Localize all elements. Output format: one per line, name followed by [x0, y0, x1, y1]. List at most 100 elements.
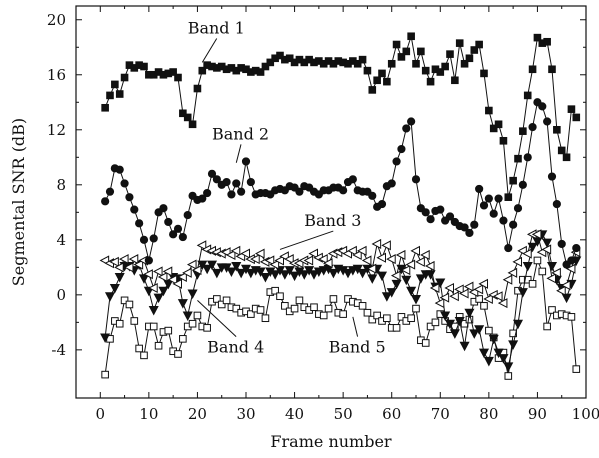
data-point: [269, 259, 280, 270]
data-point: [483, 293, 493, 304]
data-point: [196, 240, 207, 251]
data-point: [109, 283, 120, 294]
data-point: [152, 266, 163, 277]
data-point: [480, 69, 488, 78]
data-point: [417, 47, 425, 56]
data-point: [426, 215, 435, 224]
data-point: [387, 59, 396, 68]
series-line: [104, 101, 577, 266]
data-point: [358, 302, 367, 310]
data-point: [120, 73, 129, 82]
plot-frame: [75, 5, 587, 399]
axes: 0 10 20 30 40 50 60 70 80 90 100 -4 0 4 8 12 16 20: [47, 5, 599, 423]
data-point: [270, 270, 281, 280]
data-point: [449, 291, 459, 302]
data-point: [454, 316, 465, 327]
data-point: [232, 179, 241, 188]
data-point: [504, 372, 513, 380]
data-point: [474, 325, 485, 335]
data-point: [504, 243, 513, 253]
data-point: [213, 295, 221, 303]
data-point: [391, 279, 402, 290]
data-point: [148, 305, 159, 316]
data-point: [356, 245, 367, 256]
data-point: [421, 208, 430, 217]
data-point: [478, 348, 490, 359]
data-point: [444, 319, 456, 330]
data-point: [378, 69, 386, 78]
data-point: [144, 256, 153, 265]
data-point: [381, 240, 391, 251]
data-point: [460, 59, 469, 68]
data-point: [148, 282, 158, 293]
data-point: [138, 274, 150, 284]
y-tick-label: 16: [47, 66, 66, 84]
data-point: [284, 254, 294, 265]
data-point: [454, 284, 464, 295]
data-point: [114, 262, 124, 273]
data-point: [198, 66, 207, 75]
data-point: [279, 270, 290, 280]
data-point: [368, 191, 377, 200]
data-point: [100, 333, 111, 344]
data-point: [407, 117, 416, 126]
annotation-leader: [279, 230, 334, 250]
data-point: [371, 238, 382, 249]
data-point: [381, 292, 392, 302]
annotation-background: [301, 211, 364, 231]
data-point: [290, 304, 299, 313]
data-point: [368, 315, 377, 324]
data-point: [247, 310, 255, 318]
data-point: [528, 280, 537, 288]
data-point: [261, 62, 270, 71]
x-tick-label: 60: [382, 405, 401, 423]
data-point: [212, 175, 221, 184]
data-point: [157, 271, 168, 282]
data-point: [499, 136, 508, 145]
series-band-3: [99, 229, 581, 309]
data-point: [363, 308, 372, 317]
data-point: [274, 255, 284, 266]
data-point: [162, 266, 173, 277]
data-point: [324, 304, 333, 313]
annotation-background: [209, 124, 271, 144]
data-point: [528, 122, 537, 132]
data-point: [522, 248, 532, 259]
data-point: [541, 244, 552, 255]
annotation-label: Band 4: [207, 338, 264, 357]
data-point: [415, 274, 426, 284]
data-point: [164, 326, 173, 335]
data-point: [507, 267, 518, 278]
y-tick-label: -4: [51, 341, 66, 359]
annotation-leader: [201, 38, 218, 63]
y-tick-label: 12: [47, 121, 66, 139]
data-point: [376, 252, 386, 263]
data-point: [207, 169, 217, 178]
data-point: [455, 39, 464, 47]
data-point: [186, 259, 197, 270]
data-point: [149, 322, 158, 331]
data-point: [241, 157, 251, 166]
data-point: [163, 279, 174, 290]
data-point: [120, 296, 129, 305]
data-point: [123, 262, 134, 273]
data-point: [245, 268, 256, 279]
data-point: [484, 194, 493, 203]
data-point: [458, 288, 469, 299]
data-point: [111, 80, 119, 89]
data-point: [522, 261, 533, 272]
data-point: [174, 350, 182, 358]
data-point: [106, 91, 114, 100]
data-point: [169, 230, 178, 239]
data-point: [363, 66, 372, 75]
data-point: [352, 249, 362, 260]
data-point: [410, 294, 422, 305]
data-point: [177, 299, 188, 309]
data-point: [206, 260, 218, 271]
data-point: [177, 271, 187, 282]
data-point: [188, 319, 197, 328]
data-point: [158, 286, 169, 297]
data-point: [193, 311, 202, 320]
data-point: [308, 270, 320, 280]
